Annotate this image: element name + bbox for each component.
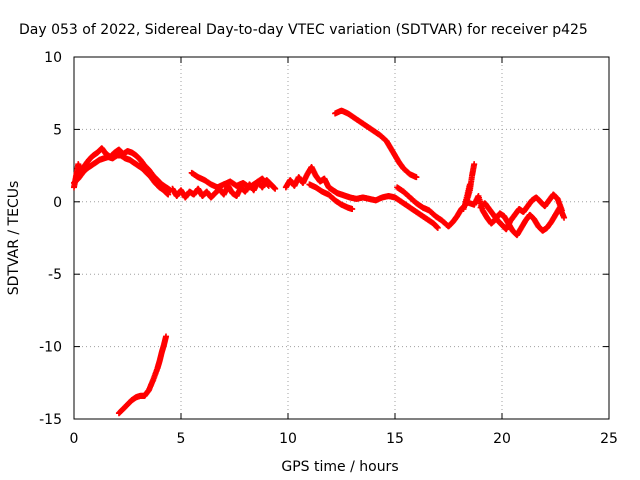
data-point	[471, 161, 478, 168]
y-tick-label: -5	[48, 267, 62, 283]
x-tick-label: 10	[279, 431, 297, 447]
series-late-arc	[332, 107, 420, 181]
plot-border	[73, 56, 610, 420]
data-point	[264, 181, 271, 188]
chart-title: Day 053 of 2022, Sidereal Day-to-day VTE…	[19, 22, 588, 38]
data-point	[434, 224, 441, 231]
series-low-arc	[115, 333, 170, 417]
y-tick-label: 5	[53, 122, 62, 138]
y-axis-label: SDTVAR / TECUs	[6, 181, 22, 296]
data-point	[349, 206, 356, 213]
x-tick-label: 15	[386, 431, 404, 447]
data-point	[265, 182, 272, 189]
data-point	[413, 174, 420, 181]
y-tick-label: -10	[39, 340, 62, 356]
data-point	[165, 191, 172, 198]
x-tick-label: 25	[600, 431, 618, 447]
x-tick-label: 20	[493, 431, 511, 447]
y-tick-label: 10	[44, 50, 62, 66]
data-point	[272, 185, 279, 192]
series-mid-arc	[282, 164, 441, 231]
series-main-lower	[71, 152, 172, 198]
x-tick-label: 0	[70, 431, 79, 447]
series-p5	[477, 191, 565, 233]
y-tick-label: 0	[53, 195, 62, 211]
x-axis-label: GPS time / hours	[281, 459, 398, 475]
plot-frame	[73, 56, 610, 420]
series-day-band-upper	[188, 169, 272, 191]
data-points	[71, 107, 568, 417]
data-point	[163, 333, 170, 340]
data-point	[561, 214, 568, 221]
series-mid-arc-2	[306, 181, 356, 213]
y-tick-label: -15	[39, 412, 62, 428]
axis-ticks: 0 5 10 15 20 25 -15 -10 -5 0 5 10	[39, 50, 618, 447]
data-point	[558, 207, 565, 214]
grid	[74, 57, 609, 419]
x-tick-label: 5	[177, 431, 186, 447]
series-p4	[460, 181, 568, 239]
